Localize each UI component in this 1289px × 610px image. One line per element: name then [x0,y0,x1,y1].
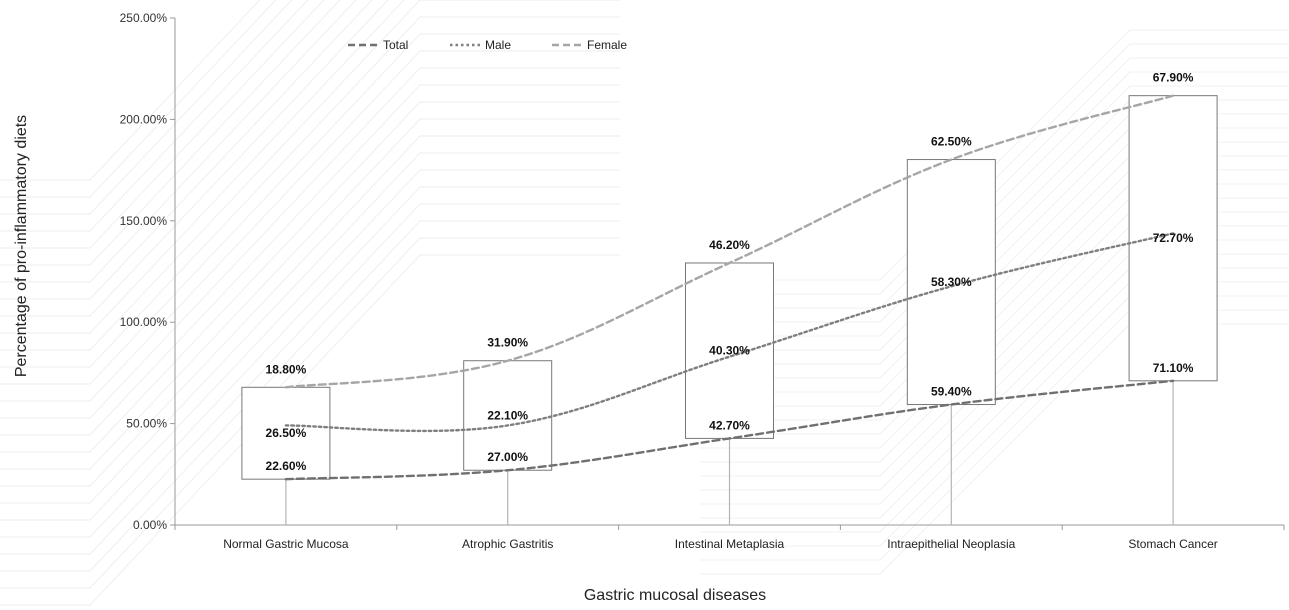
data-label-female: 46.20% [709,238,750,252]
series-line-male [284,232,1175,433]
x-tick-label: Stomach Cancer [1128,537,1217,551]
background-line [0,0,620,351]
background-line [0,101,620,453]
data-labels: 22.60% 26.50% 18.80% 27.00% 22.10% 31.90% 42.7… [266,71,1194,473]
axes: 0.00% 50.00% 100.00% 150.00% 200.00% 250.00% N… [120,11,1285,551]
background-line [0,0,325,249]
data-label-female: 62.50% [931,135,972,149]
background-line [0,67,620,419]
background-line [0,0,373,300]
background-line [0,0,357,283]
range-box [685,262,774,439]
background-line [700,43,1289,295]
background-line [0,0,405,334]
legend-label-female: Female [587,38,627,52]
background-line [0,203,620,555]
background-line [0,16,620,368]
legend-label-total: Total [383,38,408,52]
range-box [906,159,996,406]
legend-label-male: Male [485,38,511,52]
background-line [0,0,341,266]
background-line [0,186,620,538]
background-line [0,50,620,402]
y-tick-label: 250.00% [120,11,168,25]
data-label-female: 18.80% [266,362,307,376]
background-line [0,0,277,198]
x-tick-label: Intestinal Metaplasia [675,537,785,551]
background-line [0,0,261,181]
background-line [0,0,309,232]
y-tick-label: 200.00% [120,112,168,126]
data-label-male: 40.30% [709,344,750,358]
x-axis-title: Gastric mucosal diseases [584,587,766,604]
data-label-female: 67.90% [1153,71,1194,85]
range-box [1128,95,1218,382]
background-line [0,84,620,436]
background-line [0,0,293,215]
range-box [241,386,331,480]
series-line-total [284,379,1175,481]
background-line [700,57,1289,309]
background-line [0,135,620,487]
background-line [0,152,620,504]
data-label-male: 58.30% [931,275,972,289]
range-box [463,360,553,471]
x-tick-label: Atrophic Gastritis [462,537,553,551]
background-line [0,33,620,385]
data-label-male: 26.50% [266,426,307,440]
legend: Total Male Female [348,38,627,52]
y-tick-label: 50.00% [126,417,167,431]
data-label-total: 71.10% [1153,361,1194,375]
data-label-total: 22.60% [266,459,307,473]
background-line [0,118,620,470]
data-label-total: 42.70% [709,418,750,432]
series-line-female [284,94,1175,389]
background-line [700,71,1289,323]
x-tick-label: Normal Gastric Mucosa [223,537,349,551]
data-label-male: 72.70% [1153,231,1194,245]
data-label-female: 31.90% [487,336,528,350]
y-tick-label: 0.00% [133,518,167,532]
y-axis-title: Percentage of pro-inflammatory diets [13,115,30,377]
y-tick-label: 150.00% [120,214,168,228]
data-label-total: 59.40% [931,385,972,399]
data-label-total: 27.00% [487,450,528,464]
y-tick-label: 100.00% [120,315,168,329]
series-lines [284,94,1175,481]
x-tick-label: Intraepithelial Neoplasia [887,537,1015,551]
background-line [700,29,1289,281]
data-label-male: 22.10% [487,408,528,422]
range-boxes [241,95,1218,525]
background-line [0,0,389,317]
background-line [0,169,620,521]
